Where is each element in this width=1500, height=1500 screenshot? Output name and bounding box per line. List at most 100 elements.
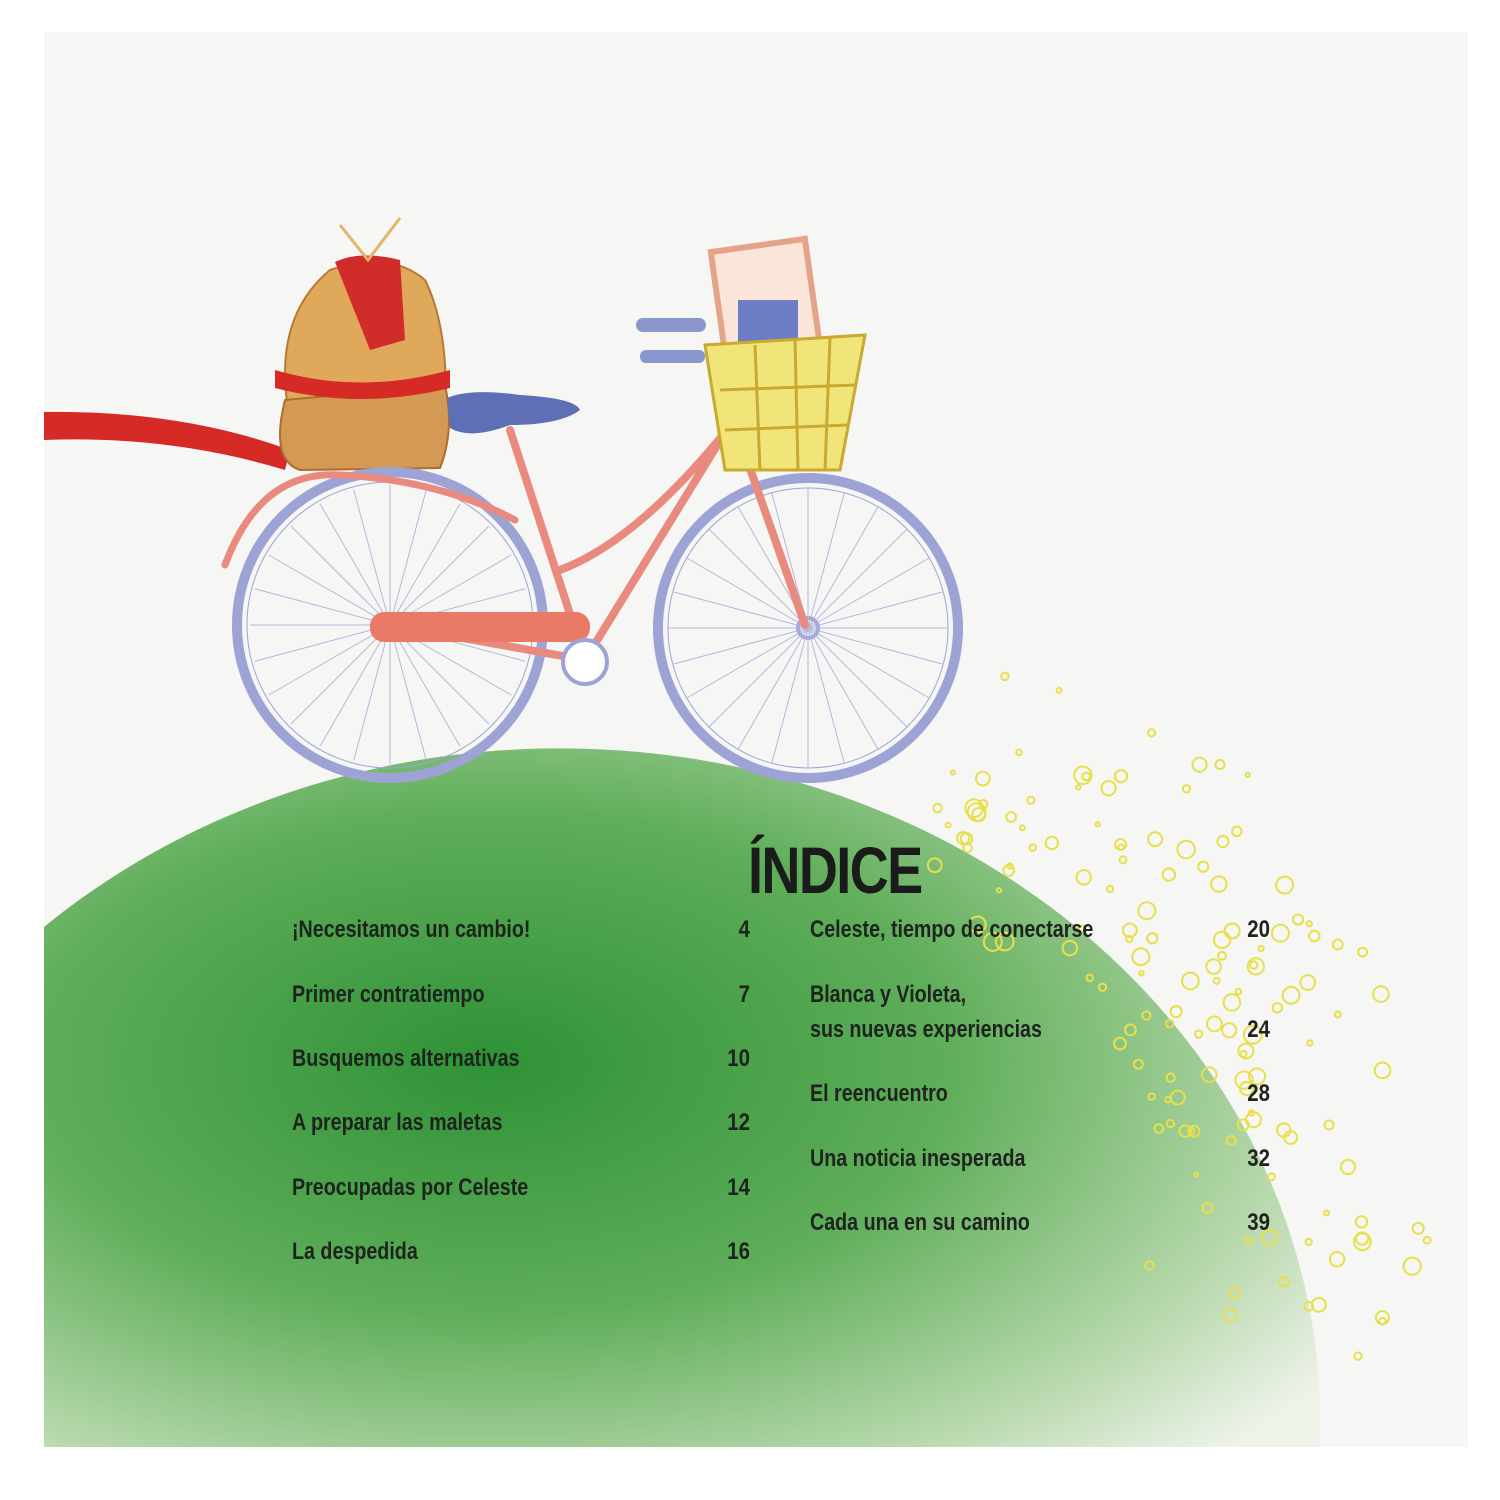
yellow-dot (1331, 938, 1344, 951)
yellow-dot (1267, 1172, 1276, 1182)
toc-entry-page: 32 (1247, 1145, 1270, 1172)
yellow-dot (1131, 947, 1151, 967)
toc-entry-title: La despedida (292, 1238, 418, 1265)
yellow-dot (1354, 1215, 1369, 1229)
yellow-dot (1147, 728, 1157, 738)
yellow-dot (1378, 1317, 1387, 1326)
page-title: ÍNDICE (748, 833, 923, 907)
yellow-dot (1105, 884, 1115, 894)
yellow-dot (1028, 843, 1038, 852)
toc-entry-title: ¡Necesitamos un cambio! (292, 916, 531, 943)
yellow-dot (1073, 765, 1093, 786)
yellow-dot (1197, 860, 1210, 873)
yellow-dot (932, 802, 943, 814)
toc-entry-title: Una noticia inesperada (810, 1145, 1026, 1172)
yellow-dot (1201, 1202, 1214, 1214)
yellow-dot (1181, 971, 1200, 991)
yellow-dot (995, 931, 1015, 952)
yellow-dot (1132, 1058, 1144, 1070)
yellow-dot (1212, 930, 1232, 950)
yellow-dot (1291, 913, 1305, 926)
wheel-spoke (319, 624, 391, 747)
bundle-bag (275, 217, 450, 472)
toc-entry-page: 12 (727, 1109, 750, 1136)
toc-entry-page: 14 (727, 1174, 750, 1201)
toc-entry-title: Cada una en su camino (810, 1209, 1030, 1236)
yellow-dot (1257, 944, 1265, 953)
yellow-dot (1271, 1002, 1284, 1014)
yellow-dot (1283, 1130, 1299, 1145)
toc-entry-title: Celeste, tiempo de conectarse (810, 916, 1094, 943)
yellow-dot (1077, 924, 1086, 933)
yellow-dot (1002, 864, 1016, 877)
yellow-dot (1194, 1029, 1204, 1039)
toc-entry-title: El reencuentro (810, 1080, 948, 1107)
yellow-dot (1247, 1109, 1256, 1117)
paper: ÍNDICE (44, 32, 1468, 1447)
yellow-dots (926, 671, 1432, 1361)
wheel-spoke (268, 554, 391, 626)
bicycle-illustration (44, 217, 1432, 1447)
wheel-spoke (771, 627, 809, 764)
wheel-spoke (807, 528, 908, 629)
yellow-dot (1248, 960, 1259, 970)
yellow-dot (1354, 1231, 1370, 1246)
wheel-spoke (807, 627, 930, 699)
yellow-dot (1125, 934, 1134, 944)
yellow-dot (1113, 769, 1129, 784)
wheel-spoke (254, 588, 391, 626)
yellow-dot (1178, 1124, 1192, 1138)
toc-entry-title: Blanca y Violeta, (810, 981, 967, 1008)
yellow-dot (1165, 1072, 1176, 1083)
yellow-dot (1147, 1092, 1156, 1101)
green-hill (44, 748, 1320, 1447)
yellow-dot (1165, 1118, 1175, 1129)
toc-entry-page: 39 (1247, 1209, 1270, 1236)
yellow-dot (1308, 929, 1321, 943)
wheel-spoke (389, 624, 427, 761)
yellow-dot (949, 769, 956, 776)
wheel-spoke (807, 627, 908, 728)
yellow-dot (1118, 855, 1128, 865)
wheel-spoke (268, 624, 391, 696)
yellow-dot (1114, 838, 1128, 851)
yellow-dot (1303, 1301, 1315, 1312)
yellow-dot (1097, 982, 1108, 992)
yellow-dot (1239, 1049, 1248, 1058)
yellow-dot (1234, 987, 1243, 996)
yellow-dot (1275, 875, 1295, 895)
wheel-spoke (389, 624, 461, 747)
yellow-dot (1402, 1256, 1422, 1276)
yellow-dot (1169, 1089, 1186, 1106)
yellow-dot (1201, 1066, 1218, 1083)
toc-entry-page: 20 (1247, 916, 1270, 943)
yellow-dot (1411, 1221, 1425, 1235)
red-ribbon (44, 411, 290, 470)
yellow-dot (1176, 839, 1196, 860)
yellow-dot (1205, 958, 1222, 975)
chainring (561, 638, 609, 686)
yellow-dot (1357, 946, 1369, 958)
yellow-dot (1161, 867, 1177, 882)
wheel-spoke (290, 525, 391, 626)
yellow-dot (1278, 1275, 1290, 1288)
yellow-dot (975, 770, 991, 787)
wheel-spoke (807, 506, 879, 629)
yellow-dot (1225, 1135, 1237, 1146)
yellow-dot (1055, 686, 1063, 694)
yellow-dot (995, 887, 1003, 894)
yellow-dot (1000, 671, 1010, 682)
toc-entry-title-line2: sus nuevas experiencias (810, 1016, 1042, 1043)
toc-entry-page: 16 (727, 1238, 750, 1265)
yellow-dot (1353, 1351, 1363, 1361)
yellow-dot (1223, 922, 1241, 940)
yellow-dot (1221, 1022, 1238, 1039)
wheel-spoke (708, 627, 809, 728)
yellow-dot (968, 915, 987, 934)
yellow-dot (1015, 748, 1023, 757)
wheel-spoke (807, 591, 944, 629)
yellow-dot (1222, 993, 1242, 1012)
chain-guard (370, 612, 590, 642)
yellow-dot (1100, 780, 1117, 797)
